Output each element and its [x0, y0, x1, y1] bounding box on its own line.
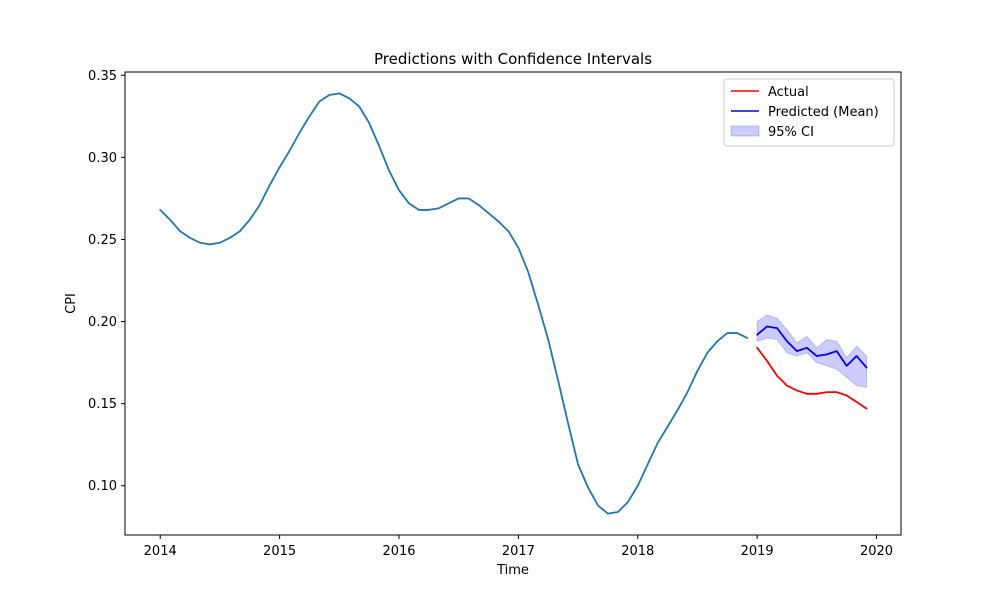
y-axis-ticks: 0.10 0.15 0.20 0.25 0.30 0.35 [88, 69, 125, 494]
series-line-predicted [756, 325, 868, 369]
series-line-actual [756, 346, 868, 410]
x-axis-ticks: 2014 2015 2016 2017 2018 2019 2020 [144, 535, 893, 559]
legend-swatch-ci [730, 125, 760, 137]
legend-label-predicted: Predicted (Mean) [768, 105, 879, 120]
y-tick-label: 0.25 [88, 233, 117, 248]
y-tick-label: 0.10 [88, 479, 117, 494]
series-lines-layer [159, 92, 868, 515]
legend: Actual Predicted (Mean) 95% CI [723, 78, 895, 147]
x-tick-label: 2014 [144, 544, 177, 559]
x-tick-label: 2019 [741, 544, 774, 559]
x-axis-label: Time [496, 563, 529, 578]
legend-frame [723, 78, 895, 147]
x-tick-label: 2016 [382, 544, 415, 559]
x-tick-label: 2017 [502, 544, 535, 559]
y-axis-label: CPI [64, 293, 79, 314]
y-tick-label: 0.20 [88, 315, 117, 330]
x-tick-label: 2018 [621, 544, 654, 559]
plot-frame [124, 71, 902, 536]
y-tick-label: 0.35 [88, 69, 117, 84]
y-tick-label: 0.15 [88, 397, 117, 412]
chart-title: Predictions with Confidence Intervals [374, 50, 652, 68]
series-line-history [159, 92, 749, 515]
x-tick-label: 2020 [860, 544, 893, 559]
legend-label-actual: Actual [768, 85, 809, 100]
y-tick-label: 0.30 [88, 151, 117, 166]
legend-label-ci: 95% CI [768, 125, 814, 140]
x-tick-label: 2015 [263, 544, 296, 559]
